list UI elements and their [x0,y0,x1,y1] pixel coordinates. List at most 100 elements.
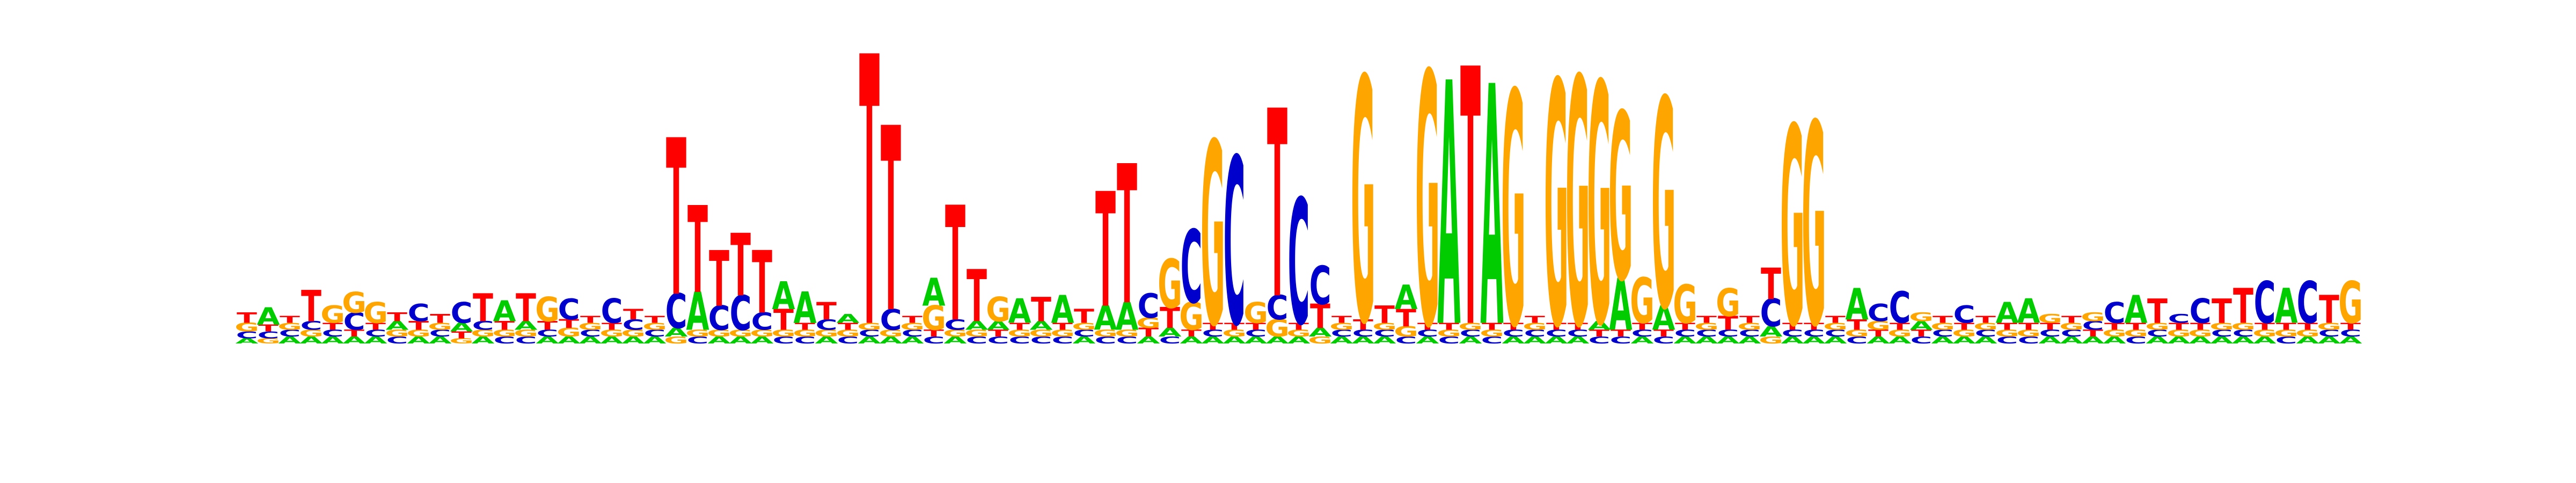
logo-letter-T: T [1160,301,1180,335]
logo-letter-C: C [1245,328,1267,339]
logo-letter-C: C [1159,335,1181,346]
logo-letter-T: T [2340,321,2361,332]
letter-stacks: ACGTGCTAACGTAGCTACTGATCGACTGCGATAGTCACGT… [235,0,2363,411]
logo-letter-A: A [2125,288,2148,332]
logo-letter-T: T [816,297,837,325]
logo-letter-G: G [1565,9,1590,403]
logo-letter-A: A [708,335,731,346]
logo-letter-C: C [751,308,773,335]
logo-letter-G: G [771,328,796,339]
logo-letter-A: A [986,319,1009,333]
logo-letter-T: T [1718,312,1738,334]
logo-letter-C: C [708,298,730,338]
logo-letter-T: T [1911,328,1931,339]
logo-letter-C: C [1309,255,1331,316]
logo-letter-T: T [473,287,493,331]
logo-letter-A: A [901,335,924,346]
logo-letter-G: G [363,296,388,330]
logo-letter-T: T [1782,321,1803,332]
logo-letter-G: G [1243,296,1268,330]
logo-letter-G: G [256,336,281,345]
logo-letter-A: A [1481,18,1504,401]
logo-letter-A: A [1116,295,1139,339]
logo-letter-C: C [1589,335,1611,346]
logo-letter-A: A [2168,335,2191,346]
logo-letter-G: G [1823,321,1848,332]
logo-letter-A: A [364,335,387,346]
logo-letter-T: T [1675,321,1695,332]
logo-letter-G: G [1780,70,1805,387]
logo-letter-C: C [1181,210,1203,326]
logo-letter-A: A [664,326,687,340]
logo-letter-C: C [472,319,494,333]
logo-letter-A: A [2296,335,2319,346]
logo-letter-T: T [1568,321,1588,332]
logo-letter-G: G [1694,321,1719,332]
logo-letter-C: C [1674,328,1696,339]
logo-letter-C: C [1095,335,1117,346]
logo-letter-C: C [558,292,580,326]
logo-letter-C: C [1417,328,1439,339]
logo-letter-T: T [237,310,257,327]
logo-letter-A: A [1674,335,1697,346]
logo-letter-G: G [2274,328,2299,339]
logo-letter-A: A [622,335,645,346]
logo-letter-G: G [1845,328,1869,339]
logo-letter-T: T [1825,314,1846,325]
logo-letter-G: G [1973,321,1998,332]
logo-letter-T: T [666,95,686,345]
logo-letter-G: G [2059,321,2084,332]
logo-letter-A: A [2103,335,2126,346]
logo-letter-A: A [1867,335,1890,346]
logo-letter-A: A [1373,335,1396,346]
logo-letter-T: T [1482,321,1502,332]
logo-letter-T: T [1138,326,1159,340]
logo-letter-A: A [1781,335,1804,346]
logo-letter-T: T [1289,321,1309,332]
logo-letter-A: A [880,335,903,346]
logo-letter-G: G [1458,321,1483,332]
logo-letter-G: G [1136,315,1161,332]
logo-letter-A: A [601,335,624,346]
logo-letter-G: G [621,328,646,339]
logo-letter-A: A [1717,335,1740,346]
logo-letter-C: C [1116,335,1138,346]
logo-letter-C: C [301,319,323,333]
logo-letter-T: T [795,321,815,332]
logo-letter-G: G [1415,2,1440,405]
logo-letter-T: T [559,317,579,331]
logo-letter-C: C [236,330,258,341]
logo-letter-T: T [1997,321,2017,332]
logo-letter-C: C [1138,287,1160,326]
logo-letter-C: C [2318,328,2340,339]
logo-letter-G: G [1158,246,1182,324]
logo-letter-G: G [1737,321,1762,332]
logo-letter-A: A [579,335,602,346]
logo-letter-T: T [2190,321,2211,332]
logo-letter-C: C [1073,328,1095,339]
logo-letter-A: A [1308,326,1331,340]
logo-letter-C: C [859,328,881,339]
logo-letter-G: G [1866,319,1891,333]
logo-letter-T: T [494,319,515,333]
